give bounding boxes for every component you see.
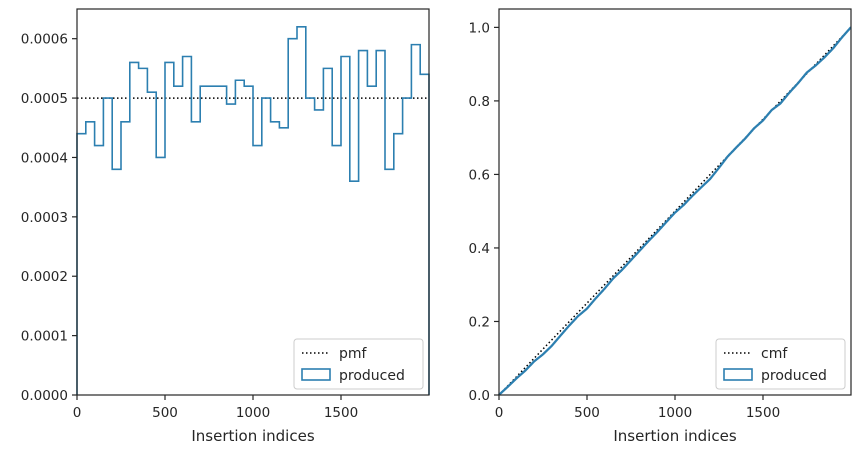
x-axis-label: Insertion indices [191,427,314,445]
x-tick-label: 0 [495,405,504,421]
y-tick-label: 0.0004 [21,150,68,166]
y-tick-label: 0.0000 [21,388,68,404]
series-line-produced [498,26,852,396]
y-tick-label: 0.0003 [21,210,68,226]
y-tick-label: 0.6 [469,167,490,183]
legend-label: produced [339,368,405,384]
chart-panel-2: 0 500 1000 1500 0.0 0.2 0.4 0.6 0.8 1.0 Insertion … [469,8,852,445]
x-axis-label: Insertion indices [613,427,736,445]
y-tick-label: 0.0005 [21,91,68,107]
x-tick-label: 500 [152,405,178,421]
y-tick-label: 0.8 [469,94,490,110]
legend-box [715,338,846,390]
legend-swatch-patch [301,368,331,381]
series-line-produced [76,26,430,395]
y-tick-label: 0.0006 [21,32,68,48]
legend-box [293,338,424,390]
x-tick-label: 500 [574,405,600,421]
x-tick-label: 0 [73,405,82,421]
legend-label: cmf [761,346,788,362]
legend: cmf produced [715,338,846,390]
y-tick-label: 0.0002 [21,269,68,285]
legend-label: pmf [339,346,368,362]
chart-panel-1: 0 500 1000 1500 0.0000 0.0001 0.0002 0.0003 0.00… [21,8,430,445]
y-tick-label: 0.0 [469,388,490,404]
plot-frame [498,8,852,396]
legend-swatch-patch [723,368,753,381]
x-tick-label: 1000 [236,405,270,421]
x-tick-label: 1500 [324,405,358,421]
legend-label: produced [761,368,827,384]
legend: pmf produced [293,338,424,390]
x-tick-label: 1000 [658,405,692,421]
y-tick-label: 0.4 [469,241,490,257]
y-tick-label: 0.0001 [21,329,68,345]
x-tick-label: 1500 [746,405,780,421]
y-tick-label: 1.0 [469,20,490,36]
y-tick-label: 0.2 [469,314,490,330]
